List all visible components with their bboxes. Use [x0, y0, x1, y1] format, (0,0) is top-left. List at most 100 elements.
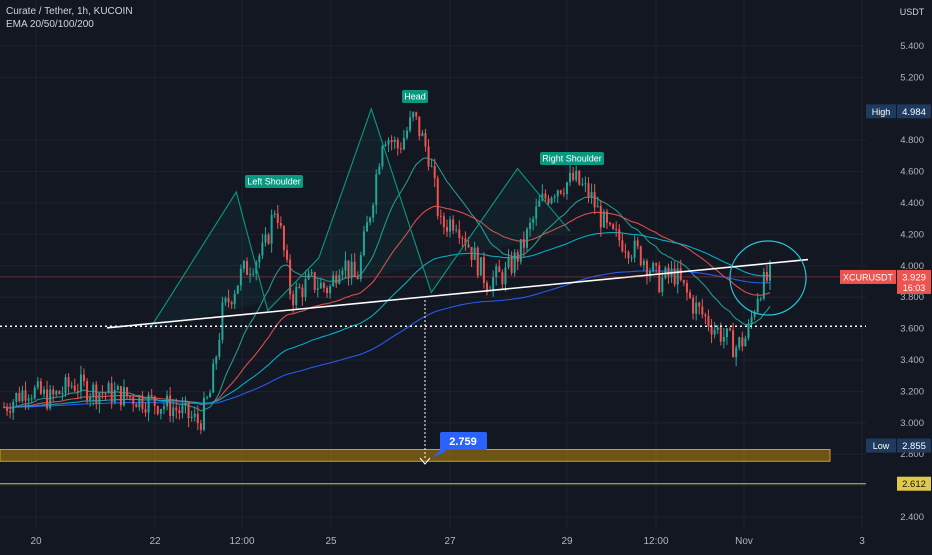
candle-body — [738, 337, 741, 348]
candle-body — [344, 260, 347, 271]
candle-body — [596, 205, 599, 208]
candle-body — [393, 139, 396, 143]
candle-body — [316, 288, 319, 290]
candle-body — [649, 271, 652, 276]
candle-body — [541, 193, 544, 201]
low-value-bg — [897, 438, 931, 453]
candle-body — [492, 277, 495, 291]
candle-body — [535, 206, 538, 219]
candle-body — [233, 293, 236, 305]
candle-body — [116, 386, 119, 390]
candle-body — [36, 381, 39, 388]
candle-body — [473, 247, 476, 260]
candle-body — [49, 389, 52, 409]
candle-body — [178, 410, 181, 414]
candle-body — [206, 397, 209, 399]
candle-body — [264, 234, 267, 243]
candle-body — [593, 192, 596, 208]
candle-body — [405, 130, 408, 138]
candle-body — [12, 401, 15, 413]
candle-body — [639, 246, 642, 266]
candle-body — [307, 273, 310, 280]
ema-20-line — [3, 157, 771, 412]
symbol-label: XCURUSDT — [843, 272, 894, 282]
candle-body — [482, 257, 485, 283]
candle-body — [421, 132, 424, 137]
ema-50-line — [3, 205, 771, 409]
y-tick-label: 3.400 — [900, 355, 924, 366]
candle-body — [147, 394, 150, 413]
x-tick-label: 3 — [859, 536, 865, 547]
chart-title: Curate / Tether, 1h, KUCOIN — [6, 6, 133, 17]
y-tick-label: 5.200 — [900, 72, 924, 83]
candle-body — [550, 197, 553, 204]
candle-body — [286, 250, 289, 260]
ema-200-line — [3, 270, 771, 408]
candle-body — [353, 261, 356, 278]
candle-body — [685, 283, 688, 293]
candle-body — [504, 267, 507, 285]
candle-body — [442, 216, 445, 228]
candle-body — [458, 229, 461, 239]
candle-body — [61, 392, 64, 395]
candle-body — [92, 384, 95, 397]
candle-body — [562, 193, 565, 195]
candle-body — [479, 257, 482, 276]
candle-body — [110, 383, 113, 403]
candle-body — [658, 265, 661, 293]
candle-body — [741, 337, 744, 347]
candle-body — [64, 377, 67, 393]
candle-body — [396, 139, 399, 149]
projection-arrow — [419, 457, 431, 465]
candle-body — [612, 224, 615, 229]
candle-body — [747, 323, 750, 339]
candle-body — [439, 215, 442, 217]
label-head: Head — [402, 90, 428, 103]
candle-body — [258, 255, 261, 263]
candle-body — [279, 223, 282, 227]
candle-body — [153, 396, 156, 407]
candle-body — [335, 275, 338, 284]
candle-body — [79, 374, 82, 391]
candle-body — [378, 166, 381, 175]
candle-body — [476, 247, 479, 276]
candle-body — [209, 392, 212, 398]
candle-body — [584, 183, 587, 185]
candle-body — [381, 146, 384, 167]
candle-body — [642, 260, 645, 266]
candle-body — [6, 407, 9, 412]
candle-body — [162, 406, 165, 410]
candle-body — [89, 396, 92, 401]
candle-body — [236, 285, 239, 294]
candle-body — [212, 363, 215, 393]
candle-body — [753, 311, 756, 317]
candle-body — [224, 298, 227, 303]
countdown-value: 16:03 — [903, 283, 926, 293]
candle-body — [609, 222, 612, 225]
candle-body — [430, 166, 433, 168]
candle-body — [713, 329, 716, 335]
candle-body — [332, 275, 335, 287]
candle-body — [529, 222, 532, 229]
y-tick-label: 4.800 — [900, 135, 924, 146]
highlight-circle — [729, 240, 807, 316]
candle-body — [21, 390, 24, 402]
candle-body — [119, 386, 122, 406]
candle-body — [590, 192, 593, 198]
candle-body — [18, 393, 21, 402]
time-axis-bg — [0, 528, 932, 550]
y-tick-label: 4.400 — [900, 198, 924, 209]
candle-body — [627, 252, 630, 259]
candle-body — [3, 407, 5, 409]
candle-body — [141, 395, 144, 410]
candle-body — [387, 140, 390, 145]
candle-body — [701, 306, 704, 315]
candle-body — [682, 279, 685, 284]
candle-body — [39, 381, 42, 394]
candle-body — [292, 294, 295, 306]
candle-body — [159, 409, 162, 414]
candle-body — [676, 268, 679, 285]
candle-body — [350, 261, 353, 278]
